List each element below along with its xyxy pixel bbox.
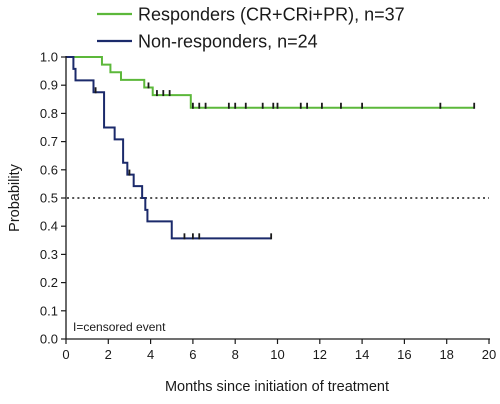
series-curve-responders bbox=[66, 56, 475, 109]
y-tick-label: 0.4 bbox=[40, 219, 58, 234]
legend-label-non-responders: Non-responders, n=24 bbox=[138, 32, 318, 52]
x-tick-label: 12 bbox=[313, 347, 327, 362]
y-tick-label: 0.6 bbox=[40, 162, 58, 177]
y-tick-label: 0.8 bbox=[40, 106, 58, 121]
x-tick-label: 18 bbox=[439, 347, 453, 362]
y-tick-label: 0.5 bbox=[40, 191, 58, 206]
series-curve-non-responders bbox=[66, 56, 272, 240]
y-tick-label: 0.0 bbox=[40, 332, 58, 347]
x-tick-label: 8 bbox=[232, 347, 239, 362]
y-tick-label: 0.1 bbox=[40, 303, 58, 318]
y-axis-title: Probability bbox=[7, 163, 23, 231]
censored-note: I=censored event bbox=[73, 320, 166, 334]
x-tick-label: 14 bbox=[355, 347, 369, 362]
y-tick-label: 0.3 bbox=[40, 247, 58, 262]
legend: Responders (CR+CRi+PR), n=37 Non-responde… bbox=[97, 5, 405, 52]
legend-label-responders: Responders (CR+CRi+PR), n=37 bbox=[138, 5, 405, 25]
x-tick-label: 10 bbox=[270, 347, 284, 362]
x-tick-label: 6 bbox=[189, 347, 196, 362]
y-tick-label: 0.2 bbox=[40, 275, 58, 290]
x-tick-label: 4 bbox=[147, 347, 154, 362]
plot-area bbox=[66, 56, 489, 240]
y-tick-label: 1.0 bbox=[40, 50, 58, 65]
x-tick-label: 16 bbox=[397, 347, 411, 362]
y-tick-label: 0.9 bbox=[40, 78, 58, 93]
x-tick-label: 2 bbox=[105, 347, 112, 362]
x-axis-title: Months since initiation of treatment bbox=[165, 379, 389, 395]
axes: 0.0 0.1 0.2 0.3 0.4 0.5 0.6 0.7 0.8 0.9 1.0 0 2 4 6 8 10… bbox=[40, 50, 496, 363]
y-tick-label: 0.7 bbox=[40, 134, 58, 149]
x-tick-label: 20 bbox=[482, 347, 496, 362]
x-tick-label: 0 bbox=[62, 347, 69, 362]
